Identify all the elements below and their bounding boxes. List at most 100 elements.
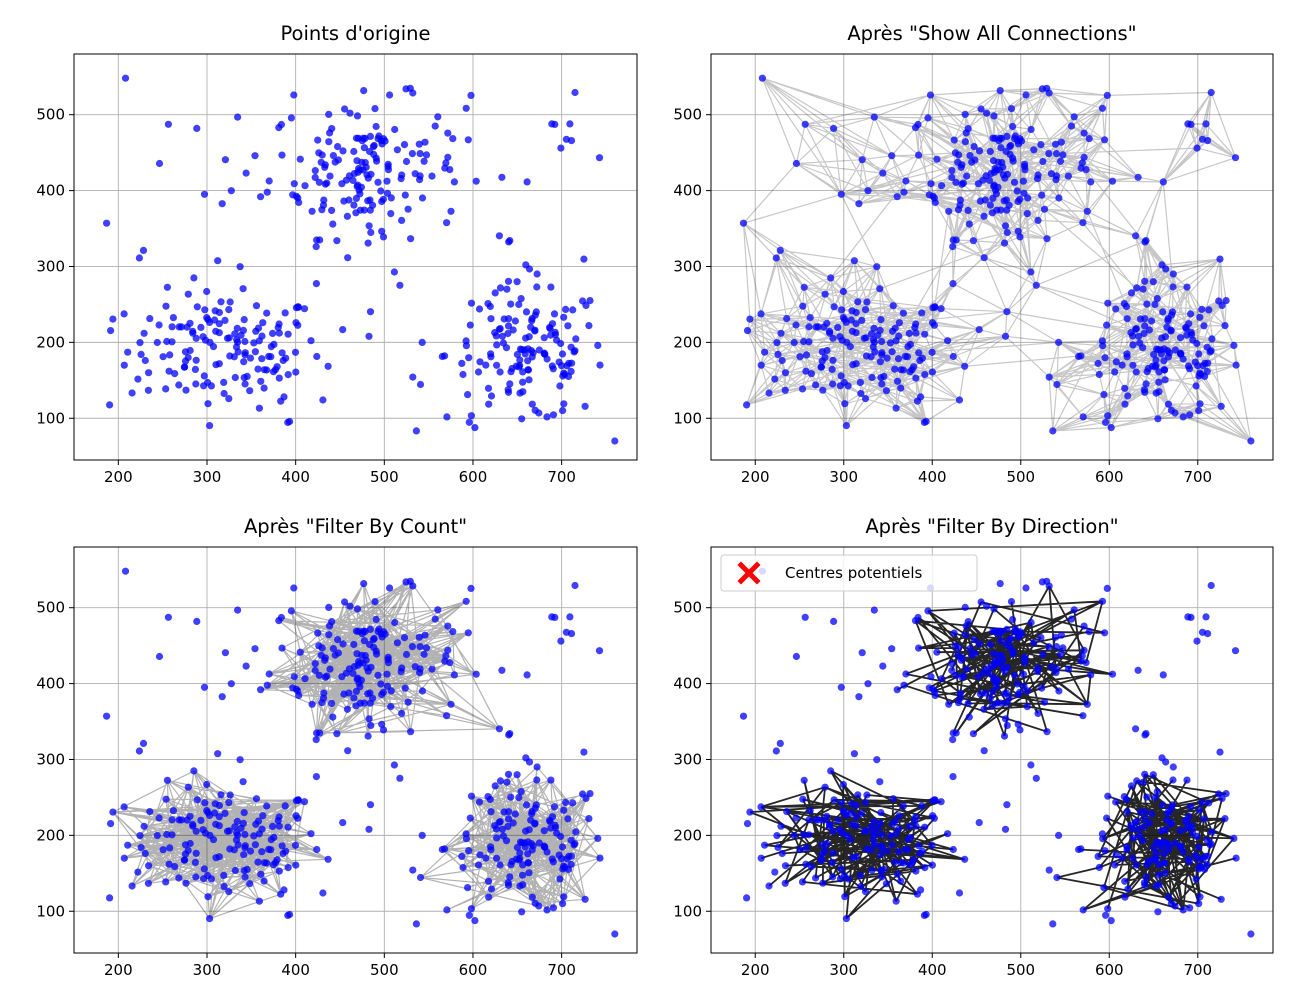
scatter-point bbox=[484, 384, 493, 392]
scatter-point bbox=[284, 418, 292, 426]
scatter-point bbox=[1129, 361, 1137, 369]
scatter-point bbox=[416, 873, 425, 882]
scatter-point bbox=[182, 386, 190, 394]
scatter-point bbox=[989, 687, 997, 696]
scatter-point bbox=[323, 179, 331, 187]
scatter-point bbox=[1195, 843, 1203, 851]
scatter-point bbox=[192, 334, 200, 342]
scatter-point bbox=[994, 158, 1002, 166]
scatter-point bbox=[516, 356, 524, 364]
scatter-point bbox=[449, 628, 457, 636]
scatter-point bbox=[1104, 792, 1112, 800]
scatter-point bbox=[829, 873, 837, 881]
scatter-point bbox=[269, 368, 278, 376]
scatter-point bbox=[800, 337, 808, 346]
scatter-point bbox=[1100, 391, 1108, 399]
scatter-point bbox=[292, 861, 300, 869]
scatter-point bbox=[434, 113, 442, 121]
scatter-point bbox=[367, 663, 375, 671]
scatter-point bbox=[931, 198, 939, 207]
scatter-point bbox=[383, 189, 392, 197]
scatter-point bbox=[1141, 388, 1149, 396]
scatter-point bbox=[931, 691, 939, 700]
scatter-point bbox=[301, 675, 309, 683]
scatter-point bbox=[986, 201, 995, 209]
scatter-point bbox=[396, 774, 404, 782]
scatter-point bbox=[1079, 906, 1087, 914]
scatter-point bbox=[200, 190, 209, 198]
scatter-point bbox=[569, 799, 577, 807]
scatter-point bbox=[214, 750, 222, 758]
scatter-point bbox=[1034, 709, 1042, 718]
scatter-point bbox=[951, 149, 960, 157]
scatter-point bbox=[326, 665, 334, 673]
scatter-point bbox=[1139, 778, 1147, 786]
scatter-point bbox=[1183, 283, 1191, 291]
scatter-point bbox=[516, 849, 524, 857]
scatter-point bbox=[282, 354, 290, 362]
x-tick-label: 400 bbox=[281, 468, 310, 486]
scatter-point bbox=[1160, 357, 1168, 365]
scatter-point bbox=[1154, 839, 1162, 847]
scatter-point bbox=[1121, 400, 1129, 408]
scatter-point bbox=[226, 791, 234, 799]
scatter-point bbox=[957, 163, 965, 171]
scatter-point bbox=[1040, 205, 1049, 213]
scatter-point bbox=[562, 305, 570, 313]
subplot-title: Points d'origine bbox=[280, 22, 430, 45]
scatter-point bbox=[838, 799, 846, 807]
scatter-point bbox=[1186, 904, 1194, 912]
x-tick-label: 600 bbox=[1095, 961, 1124, 979]
scatter-point bbox=[136, 339, 144, 347]
scatter-point bbox=[918, 847, 927, 855]
scatter-point bbox=[743, 820, 752, 828]
scatter-point bbox=[163, 776, 171, 784]
scatter-point bbox=[854, 298, 862, 306]
scatter-point bbox=[975, 640, 984, 648]
x-tick-label: 400 bbox=[918, 468, 947, 486]
scatter-point bbox=[1159, 308, 1167, 316]
scatter-point bbox=[560, 893, 568, 901]
scatter-point bbox=[1001, 222, 1010, 230]
scatter-point bbox=[611, 930, 619, 938]
scatter-point bbox=[758, 74, 767, 82]
scatter-point bbox=[496, 861, 504, 869]
scatter-point bbox=[206, 422, 214, 430]
scatter-point bbox=[155, 652, 164, 661]
scatter-point bbox=[218, 200, 226, 208]
scatter-point bbox=[135, 254, 143, 262]
scatter-point bbox=[175, 323, 183, 331]
scatter-point bbox=[1009, 154, 1017, 162]
x-marker-icon bbox=[737, 561, 761, 585]
scatter-point bbox=[358, 651, 366, 659]
scatter-point bbox=[950, 136, 958, 144]
scatter-point bbox=[1127, 329, 1135, 337]
scatter-point bbox=[929, 192, 937, 200]
scatter-point bbox=[182, 879, 190, 887]
scatter-point bbox=[422, 644, 431, 652]
scatter-point bbox=[891, 365, 899, 373]
scatter-point bbox=[496, 818, 504, 826]
scatter-point bbox=[120, 310, 128, 318]
scatter-point bbox=[879, 662, 887, 670]
scatter-point bbox=[929, 685, 937, 693]
scatter-point bbox=[1021, 166, 1029, 174]
scatter-point bbox=[290, 673, 298, 681]
scatter-point bbox=[783, 808, 791, 816]
y-tick-label: 400 bbox=[36, 182, 65, 200]
scatter-point bbox=[449, 135, 457, 143]
scatter-point bbox=[384, 160, 392, 168]
scatter-point bbox=[201, 306, 209, 314]
scatter-point bbox=[139, 246, 148, 254]
scatter-point bbox=[313, 845, 321, 854]
scatter-point bbox=[858, 316, 866, 324]
scatter-point bbox=[523, 178, 531, 186]
y-tick-label: 100 bbox=[36, 409, 65, 427]
scatter-point bbox=[466, 321, 474, 329]
scatter-point bbox=[257, 193, 265, 201]
scatter-point bbox=[1057, 631, 1065, 639]
scatter-point bbox=[1139, 837, 1147, 845]
scatter-point bbox=[319, 889, 327, 897]
scatter-point bbox=[1160, 859, 1168, 867]
scatter-point bbox=[886, 339, 895, 347]
